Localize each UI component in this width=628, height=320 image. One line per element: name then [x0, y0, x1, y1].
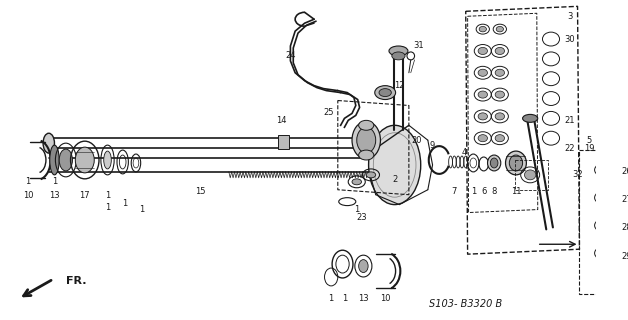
Ellipse shape — [496, 27, 504, 32]
Ellipse shape — [359, 150, 374, 160]
Text: 26: 26 — [622, 167, 628, 176]
Text: 13: 13 — [49, 191, 60, 200]
Text: 9: 9 — [430, 140, 435, 150]
Text: 2: 2 — [392, 175, 398, 184]
Ellipse shape — [599, 194, 611, 202]
Text: 28: 28 — [622, 223, 628, 232]
Ellipse shape — [495, 135, 504, 142]
Text: S103- B3320 B: S103- B3320 B — [429, 299, 502, 309]
Text: 6: 6 — [481, 187, 487, 196]
Ellipse shape — [487, 155, 501, 171]
Text: FR.: FR. — [66, 276, 86, 286]
Text: 31: 31 — [413, 42, 424, 51]
Text: 1: 1 — [139, 205, 144, 214]
Text: 19: 19 — [583, 144, 594, 153]
Ellipse shape — [495, 91, 504, 98]
Text: 1: 1 — [105, 203, 110, 212]
Text: 4: 4 — [461, 148, 467, 156]
Ellipse shape — [506, 151, 526, 175]
Text: 27: 27 — [622, 195, 628, 204]
Ellipse shape — [524, 170, 536, 180]
Ellipse shape — [479, 27, 487, 32]
Ellipse shape — [599, 222, 611, 229]
Bar — [580, 150, 628, 294]
Text: 1: 1 — [470, 187, 476, 196]
Ellipse shape — [478, 69, 487, 76]
Text: 7: 7 — [452, 187, 457, 196]
Text: 30: 30 — [565, 35, 575, 44]
Ellipse shape — [379, 89, 391, 97]
Text: 24: 24 — [285, 52, 296, 60]
Ellipse shape — [599, 166, 611, 174]
Ellipse shape — [522, 114, 538, 122]
Text: 15: 15 — [195, 187, 205, 196]
Ellipse shape — [599, 249, 611, 257]
Ellipse shape — [59, 149, 72, 171]
Text: 12: 12 — [394, 81, 404, 90]
Text: 17: 17 — [80, 191, 90, 200]
Text: 1: 1 — [342, 294, 347, 303]
Text: 3: 3 — [567, 12, 573, 21]
Ellipse shape — [495, 113, 504, 120]
Ellipse shape — [509, 155, 522, 171]
Bar — [515, 160, 548, 190]
Ellipse shape — [495, 69, 504, 76]
Text: 10: 10 — [23, 191, 33, 200]
Ellipse shape — [392, 52, 405, 60]
Ellipse shape — [389, 46, 408, 56]
Text: 20: 20 — [411, 136, 421, 145]
Text: 13: 13 — [358, 294, 369, 303]
Ellipse shape — [366, 172, 376, 178]
Text: 1: 1 — [328, 294, 334, 303]
Text: 22: 22 — [565, 144, 575, 153]
Text: 1: 1 — [354, 205, 359, 214]
Text: 23: 23 — [356, 213, 367, 222]
Ellipse shape — [478, 47, 487, 54]
Ellipse shape — [352, 179, 362, 185]
Ellipse shape — [375, 86, 396, 100]
Ellipse shape — [104, 151, 111, 169]
Text: 14: 14 — [276, 116, 286, 125]
Text: 32: 32 — [572, 170, 583, 180]
Ellipse shape — [43, 133, 55, 153]
Ellipse shape — [478, 113, 487, 120]
Text: 5: 5 — [587, 136, 592, 145]
Text: 1: 1 — [105, 191, 110, 200]
Ellipse shape — [357, 127, 376, 153]
Text: 10: 10 — [380, 294, 391, 303]
Text: 29: 29 — [622, 252, 628, 261]
Text: 1: 1 — [52, 177, 57, 186]
Ellipse shape — [478, 135, 487, 142]
Text: 8: 8 — [492, 187, 497, 196]
Ellipse shape — [478, 91, 487, 98]
Ellipse shape — [359, 260, 368, 273]
Ellipse shape — [359, 120, 374, 130]
Text: 11: 11 — [511, 187, 521, 196]
Text: 25: 25 — [323, 108, 333, 117]
Text: 1: 1 — [122, 199, 127, 208]
Ellipse shape — [50, 145, 59, 175]
Ellipse shape — [352, 121, 381, 159]
Text: 21: 21 — [565, 116, 575, 125]
Text: 1: 1 — [25, 177, 31, 186]
Ellipse shape — [75, 147, 94, 173]
Ellipse shape — [369, 125, 421, 204]
Bar — [278, 135, 290, 149]
Ellipse shape — [495, 47, 504, 54]
Ellipse shape — [490, 158, 498, 168]
